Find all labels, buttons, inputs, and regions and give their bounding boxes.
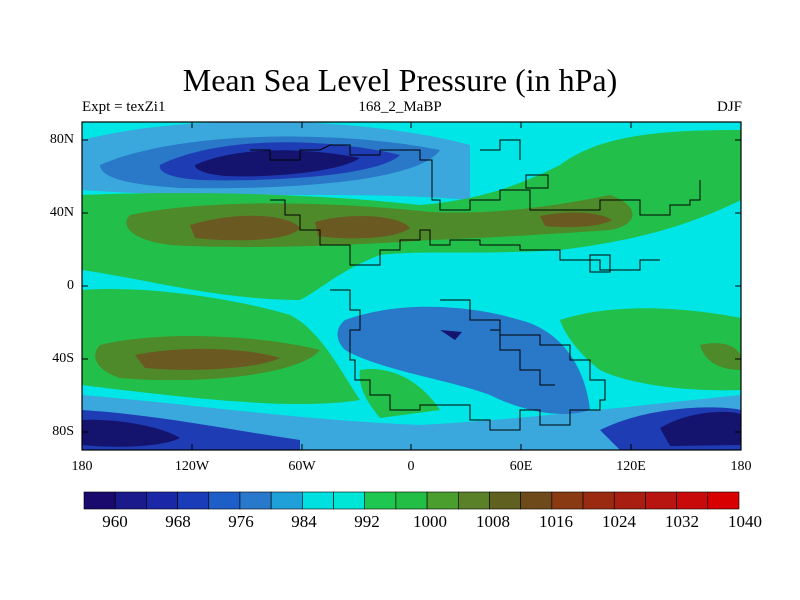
island-outline-2 — [589, 254, 611, 273]
colorbar-swatch — [302, 491, 334, 510]
north-low-center — [195, 150, 360, 177]
colorbar-swatch — [208, 491, 241, 510]
lat-tick-label: 0 — [67, 278, 74, 293]
colorbar-swatch — [645, 491, 677, 510]
southern-low-east-core — [660, 411, 741, 446]
colorbar-swatch — [551, 491, 584, 510]
colorbar-label: 1008 — [476, 512, 510, 531]
colorbar-swatch — [676, 491, 709, 510]
colorbar-swatch — [239, 491, 272, 510]
southern-landmass-outline — [330, 289, 606, 431]
colorbar-swatch — [426, 491, 459, 510]
coastlines — [250, 139, 701, 431]
axis-ticks — [81, 122, 742, 450]
southern-low-west-core — [82, 419, 180, 447]
colorbar-swatch — [395, 491, 428, 510]
lon-tick-label: 0 — [407, 459, 415, 474]
colorbar-label: 1032 — [665, 512, 699, 531]
experiment-label: Expt = texZi1 — [82, 99, 166, 115]
colorbar-swatch — [177, 491, 210, 510]
south-high-belt-east — [560, 308, 741, 391]
subtropical-high-core-1 — [190, 215, 300, 241]
colorbar-label: 1040 — [728, 512, 762, 531]
colorbar-swatch — [270, 491, 303, 510]
lat-tick-label: 80S — [52, 424, 74, 439]
run-label: 168_2_MaBP — [358, 99, 442, 115]
map-title: Mean Sea Level Pressure (in hPa) — [182, 62, 618, 98]
colorbar-label: 1000 — [413, 512, 447, 531]
colorbar-label: 1024 — [602, 512, 636, 531]
continental-low-core — [440, 330, 462, 340]
lat-tick-label: 40N — [49, 205, 74, 220]
colorbar-label: 1016 — [539, 512, 573, 531]
subtropical-high-core-3 — [540, 212, 612, 228]
colorbar-label: 976 — [228, 512, 254, 531]
colorbar — [83, 491, 740, 510]
colorbar-label: 968 — [165, 512, 191, 531]
subtropical-high-south-core — [135, 348, 280, 370]
lon-tick-label: 60E — [509, 459, 533, 474]
arctic-gap — [470, 129, 540, 170]
colorbar-swatch — [114, 491, 147, 510]
colorbar-label: 960 — [102, 512, 128, 531]
colorbar-swatch — [457, 491, 490, 510]
lon-tick-label: 60W — [288, 459, 316, 474]
colorbar-label: 984 — [291, 512, 317, 531]
colorbar-swatch — [146, 491, 178, 510]
tethys-outline — [270, 199, 660, 271]
subtropical-high-core-2 — [315, 216, 410, 239]
colorbar-swatch — [83, 491, 116, 510]
northern-landmass-outline — [250, 144, 701, 216]
island-outline-1 — [525, 174, 549, 189]
colorbar-swatch — [520, 491, 553, 510]
pressure-field — [82, 122, 741, 450]
colorbar-swatch — [489, 491, 521, 510]
interior-outline — [490, 329, 555, 386]
south-pacific-high — [700, 343, 741, 370]
lat-tick-label: 40S — [52, 351, 74, 366]
continental-low — [337, 306, 590, 415]
colorbar-swatch — [582, 491, 615, 510]
colorbar-swatch — [707, 491, 740, 510]
colorbar-swatch — [333, 491, 366, 510]
lon-tick-label: 180 — [71, 459, 93, 474]
colorbar-swatch — [613, 491, 646, 510]
colorbar-swatch — [364, 491, 397, 510]
arctic-outline — [480, 139, 521, 160]
lat-tick-label: 80N — [49, 132, 74, 147]
lon-tick-label: 180 — [730, 459, 752, 474]
lon-tick-label: 120E — [616, 459, 646, 474]
colorbar-label: 992 — [354, 512, 380, 531]
season-label: DJF — [716, 99, 742, 115]
lon-tick-label: 120W — [174, 459, 210, 474]
